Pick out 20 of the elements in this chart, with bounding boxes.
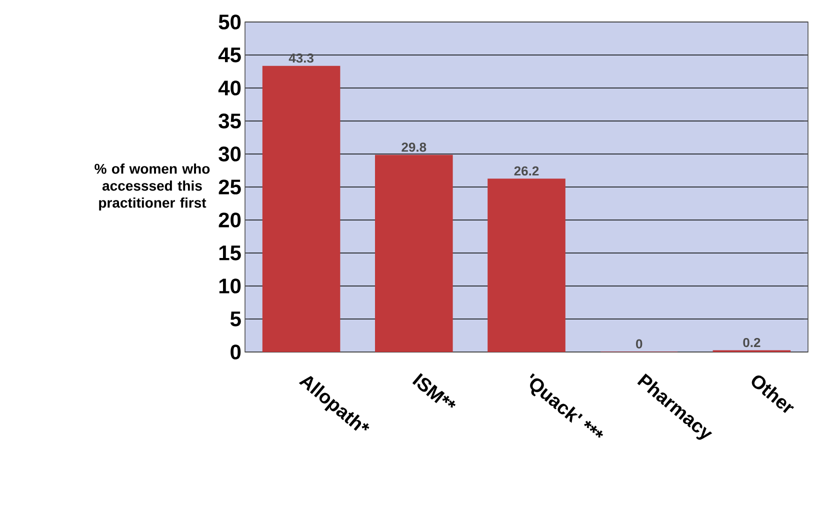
data-label: 26.2 (514, 166, 539, 176)
y-tick-label: 35 (218, 114, 241, 128)
bar (262, 66, 340, 352)
y-tick-label: 5 (230, 312, 241, 326)
bar (375, 154, 453, 352)
y-tick-label: 10 (219, 278, 241, 294)
bar (488, 178, 566, 352)
data-label: 29.8 (402, 142, 426, 152)
y-tick-label: 20 (218, 212, 241, 228)
data-label: 43.3 (288, 53, 314, 63)
y-axis-title: % of women who accesssed this practitioner first (94, 163, 210, 211)
y-tick-label: 0 (230, 344, 241, 360)
y-tick-label: 45 (218, 48, 241, 62)
y-tick-label: 40 (218, 80, 241, 96)
y-tick-label: 30 (218, 146, 241, 162)
data-label: 0.2 (743, 338, 760, 348)
data-label: 0 (636, 339, 642, 348)
y-tick-label: 15 (219, 246, 241, 260)
y-tick-label: 50 (218, 14, 241, 30)
y-tick-label: 25 (218, 180, 241, 194)
